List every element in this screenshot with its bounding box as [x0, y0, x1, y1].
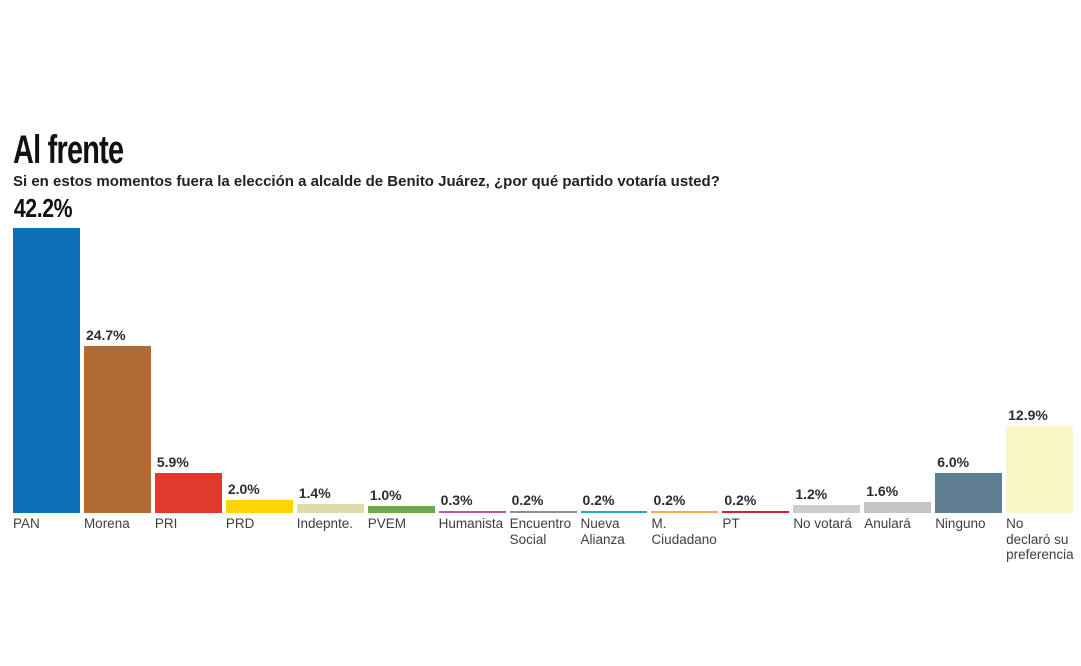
- bar-column: 12.9%: [1006, 406, 1074, 513]
- bar-column: 0.2%: [722, 492, 790, 513]
- bar-column: 0.2%: [580, 492, 648, 513]
- category-label: No votará: [793, 516, 852, 531]
- bar: [296, 503, 364, 513]
- category-label: M. Ciudadano: [651, 516, 717, 547]
- bar: [367, 506, 435, 513]
- bar: [722, 511, 790, 513]
- category-label: PRD: [225, 516, 255, 531]
- bar: [438, 511, 506, 513]
- bar-column: 1.4%: [296, 484, 364, 513]
- category-label: PRI: [154, 516, 178, 531]
- bar-chart: 42.2% 24.7% 5.9% 2.0% 1.4% 1.0% 0.3% 0.2% 0.2% 0.…: [13, 193, 1074, 513]
- category-axis: PAN Morena PRI PRD Indepnte. PVEM Humanista Enc…: [13, 516, 1074, 563]
- bar-column: 42.2%: [13, 193, 80, 513]
- value-label: 6.0%: [937, 453, 970, 470]
- bar: [154, 473, 222, 513]
- value-label: 1.4%: [298, 484, 331, 501]
- value-label: 0.3%: [440, 492, 473, 508]
- value-label: 5.9%: [156, 454, 189, 471]
- value-label: 2.0%: [227, 480, 260, 497]
- category-label: Anulará: [864, 516, 911, 531]
- value-label: 0.2%: [653, 492, 686, 508]
- bar-column: 1.6%: [864, 483, 932, 513]
- category-label: Nueva Alianza: [580, 516, 625, 547]
- bar: [1006, 425, 1074, 513]
- value-label: 24.7%: [85, 327, 126, 344]
- bar: [83, 346, 151, 513]
- value-label: 1.0%: [369, 487, 402, 504]
- category-label: PT: [722, 516, 740, 531]
- category-label: Indepnte.: [296, 516, 354, 531]
- category-label: PAN: [13, 516, 40, 531]
- bar-column: 0.2%: [509, 492, 577, 513]
- chart-title: Al frente: [13, 128, 124, 172]
- value-label: 0.2%: [511, 492, 544, 508]
- value-label: 1.6%: [866, 483, 899, 500]
- bar: [864, 502, 932, 513]
- category-label: Humanista: [438, 516, 504, 531]
- bar-column: 0.3%: [438, 492, 506, 513]
- bar: [580, 511, 648, 513]
- bar-column: 2.0%: [225, 480, 293, 513]
- value-label: 0.2%: [724, 492, 757, 508]
- bar-column: 5.9%: [154, 454, 222, 513]
- category-label: PVEM: [367, 516, 406, 531]
- bar: [651, 511, 719, 513]
- value-label: 12.9%: [1008, 406, 1048, 423]
- category-label: Morena: [83, 516, 130, 531]
- bar-column: 24.7%: [83, 327, 151, 513]
- value-label: 0.2%: [582, 492, 615, 508]
- category-label: Encuentro Social: [509, 516, 572, 547]
- bar: [225, 499, 293, 513]
- bar: [935, 472, 1003, 513]
- bar-column: 0.2%: [651, 492, 719, 513]
- category-label: Ninguno: [935, 516, 986, 531]
- bar: [13, 228, 80, 513]
- bar: [793, 504, 861, 513]
- value-label: 42.2%: [13, 193, 73, 223]
- bar-column: 1.2%: [793, 485, 861, 513]
- chart-subtitle: Si en estos momentos fuera la elección a…: [13, 173, 720, 190]
- bar: [509, 511, 577, 513]
- bar-column: 1.0%: [367, 487, 435, 513]
- category-label: No declaró su preferencia: [1006, 516, 1074, 562]
- value-label: 1.2%: [795, 485, 828, 502]
- bar-column: 6.0%: [935, 453, 1003, 513]
